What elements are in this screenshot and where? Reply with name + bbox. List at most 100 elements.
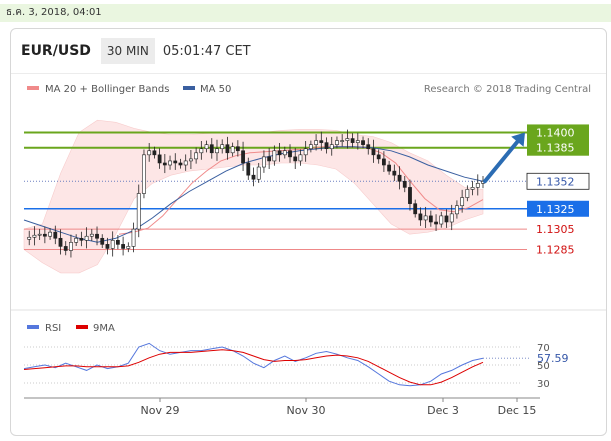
candle [115,235,120,250]
candle-body [444,215,449,223]
candle-body [235,146,240,152]
candle [95,226,99,246]
candle-body [413,203,418,215]
candle-body [100,237,105,245]
candle-body [402,180,407,188]
candle [241,141,245,172]
candle-body [142,154,146,194]
candle [465,185,470,202]
candle [89,228,94,242]
rsi-ma-line [23,349,484,386]
candle [314,134,318,151]
candle [189,149,193,169]
candle-body [37,233,42,236]
candle-body [262,156,266,168]
candle [319,131,324,151]
candle-body [267,156,272,162]
candle [350,133,355,148]
chart-header: EUR/USD 30 MIN 05:01:47 CET [21,37,251,65]
candle-body [230,146,235,154]
candle-body [361,140,365,145]
candle-body [27,236,32,240]
candle [199,140,204,160]
candle-body [220,144,225,150]
rsi-panel: 70 50 30 57.59 [23,342,569,390]
candle [126,242,131,253]
candle-body [246,162,251,176]
candle [110,231,115,257]
candle [449,204,454,231]
candle-body [293,156,298,162]
candle-body [131,228,136,247]
level-labels: 1.1400 1.1385 1.1352 1.1325 1.1305 1.1285 [526,124,590,256]
candle-body [225,144,230,154]
candle [37,228,42,240]
candle [74,234,79,247]
candle-body [183,160,188,166]
chart-time: 05:01:47 CET [162,43,251,59]
ma20-legend-swatch [27,86,39,90]
ma50-legend-swatch [183,86,195,90]
candle-body [256,166,261,180]
candle [460,189,465,213]
candle-body [32,234,37,238]
candle [272,145,277,166]
candle [53,225,58,245]
candle [434,214,438,231]
candle-body [470,187,475,190]
candle-body [335,140,339,145]
candle [235,140,240,157]
candle-body [455,205,459,215]
candle [392,164,397,182]
candle-body [136,193,141,230]
candle [428,210,433,227]
candle-body [63,246,68,251]
forecast-arrow-shaft [483,139,520,184]
candle-body [204,144,209,150]
candle-body [157,154,162,164]
candle [58,229,63,255]
candle [418,207,423,226]
candle [225,136,230,160]
candle-body [251,174,256,180]
candle-body [303,148,308,156]
candle-body [126,246,131,249]
candle [84,227,89,249]
rsi-tick-30: 30 [537,379,550,390]
timeframe-selector[interactable]: 30 MIN [100,38,155,64]
x-tick-label: Nov 29 [141,404,180,417]
candle-body [115,240,120,245]
candle [209,138,214,159]
candle-body [95,233,99,239]
candle [282,146,287,159]
header-divider [11,73,606,74]
candle [142,149,146,199]
candle-body [74,237,79,243]
candle-body [110,240,115,249]
x-axis: Nov 29 Nov 30 Dec 3 Dec 15 [141,398,536,417]
candle [42,226,47,244]
date-strip: ธ.ค. 3, 2018, 04:01 [0,4,611,22]
candle-body [298,154,303,162]
candle-body [178,162,183,166]
candle [27,230,32,246]
candle [147,143,152,162]
candle-body [152,150,157,156]
candle-body [48,231,52,237]
candle-body [288,150,292,158]
candle-body [460,197,465,207]
candle [470,180,475,196]
candle-body [397,174,402,182]
candle [376,149,381,164]
date-line: ธ.ค. 3, 2018, 04:01 [6,7,102,18]
candle [194,147,199,164]
x-tick-label: Dec 3 [427,404,459,417]
candle [335,136,339,149]
candle-body [418,213,423,221]
candle-body [439,215,444,225]
level-tag-1.1385 [527,139,589,156]
forecast-arrow-head [511,132,525,147]
candle [277,143,282,162]
candle [324,137,329,154]
